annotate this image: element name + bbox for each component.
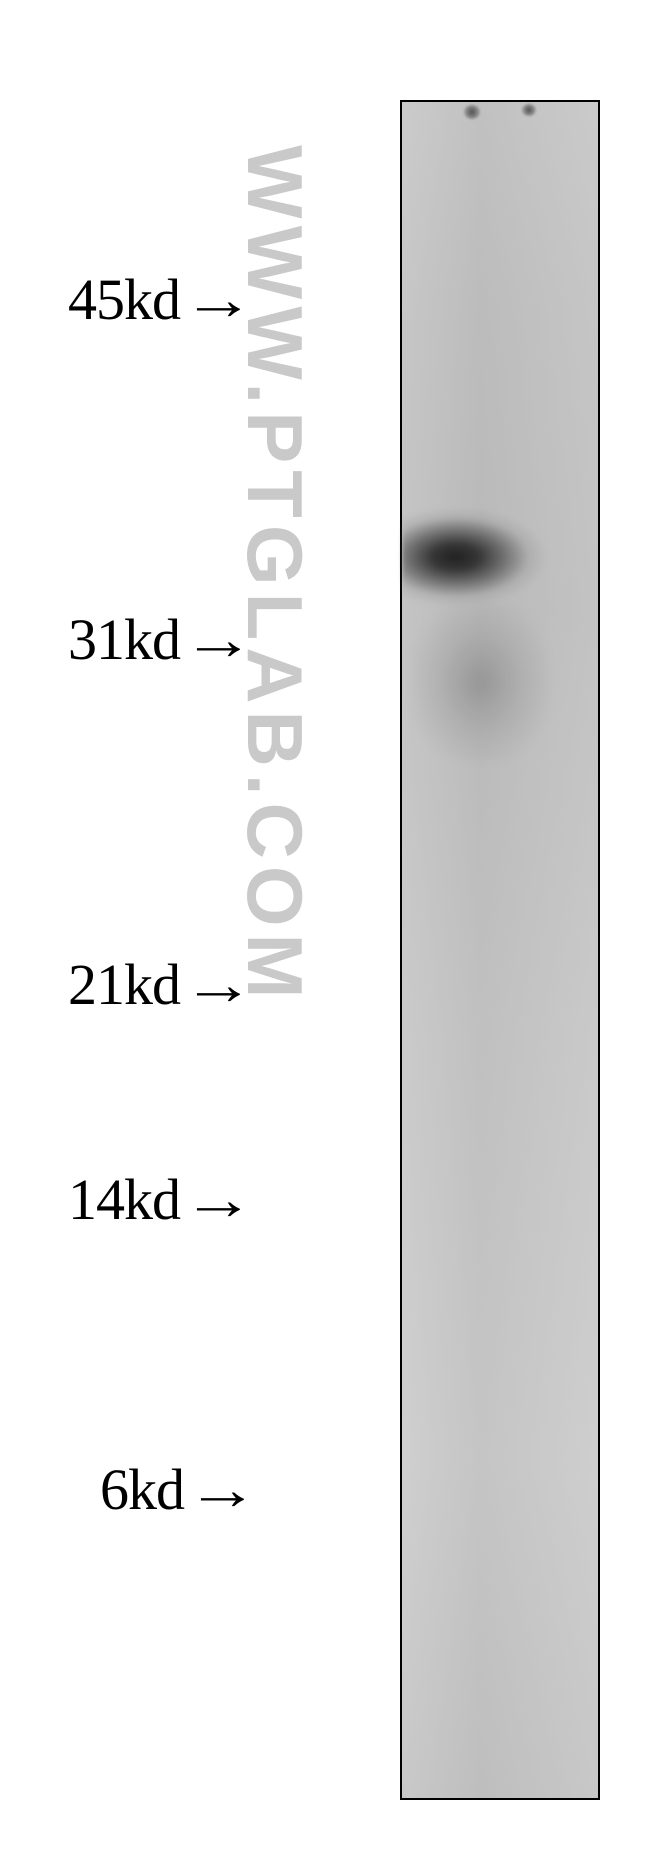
mw-marker: 45kd→: [68, 271, 240, 329]
blot-top-spot: [522, 104, 536, 116]
arrow-right-icon: →: [186, 1461, 259, 1519]
mw-marker-label: 45kd: [68, 271, 180, 329]
blot-top-spot: [464, 105, 480, 119]
arrow-right-icon: →: [182, 1171, 255, 1229]
mw-marker: 6kd→: [100, 1461, 244, 1519]
blot-band: [402, 502, 555, 612]
blot-smudge: [412, 602, 549, 762]
blot-lane-frame: [400, 100, 600, 1800]
mw-marker-label: 21kd: [68, 956, 180, 1014]
arrow-right-icon: →: [182, 611, 255, 669]
mw-marker-label: 14kd: [68, 1171, 180, 1229]
mw-marker-label: 31kd: [68, 611, 180, 669]
blot-lane-background: [402, 102, 598, 1798]
mw-marker: 31kd→: [68, 611, 240, 669]
mw-marker-label: 6kd: [100, 1461, 184, 1519]
arrow-right-icon: →: [182, 271, 255, 329]
mw-marker: 21kd→: [68, 956, 240, 1014]
mw-marker: 14kd→: [68, 1171, 240, 1229]
arrow-right-icon: →: [182, 956, 255, 1014]
